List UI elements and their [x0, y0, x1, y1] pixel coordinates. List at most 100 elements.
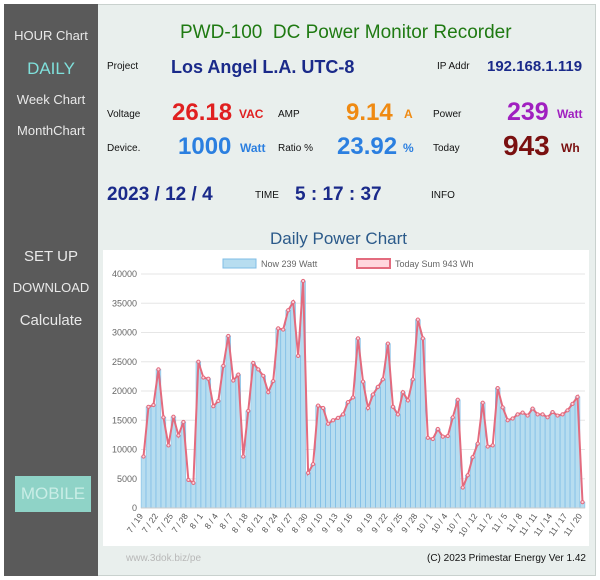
x-tick-label: 7 / 28: [170, 511, 191, 534]
legend-label-line: Today Sum 943 Wh: [395, 259, 474, 269]
series-point: [510, 416, 515, 421]
series-point: [385, 341, 391, 346]
nav-week-chart[interactable]: Week Chart: [16, 92, 86, 107]
bar: [220, 365, 226, 509]
time-label: TIME: [255, 190, 279, 201]
series-point: [360, 379, 366, 384]
bar: [205, 378, 212, 509]
ip-value: 192.168.1.119: [487, 58, 583, 75]
bar: [280, 329, 286, 509]
bar: [185, 479, 192, 509]
nav-daily[interactable]: DAILY: [27, 59, 75, 78]
power-value: 239: [507, 98, 549, 126]
y-tick-label: 10000: [112, 445, 137, 455]
mobile-button[interactable]: MOBILE: [15, 476, 91, 512]
ip-label: IP Addr: [437, 61, 470, 72]
y-tick-label: 35000: [112, 298, 137, 308]
bar: [505, 419, 511, 509]
series-point: [186, 477, 191, 483]
bar: [425, 437, 431, 509]
nav-hour-chart[interactable]: HOUR Chart: [14, 28, 88, 43]
series-point: [176, 433, 181, 438]
bar: [370, 394, 376, 509]
bar: [509, 418, 516, 509]
nav-download[interactable]: DOWNLOAD: [12, 280, 90, 295]
series-point: [191, 480, 196, 485]
x-tick-label: 9 / 16: [334, 511, 355, 534]
bar: [564, 410, 571, 509]
bar: [310, 463, 316, 509]
footer-copyright: (C) 2023 Primestar Energy Ver 1.42: [427, 553, 586, 564]
series-point: [520, 410, 525, 415]
bar: [405, 400, 411, 509]
bar: [524, 415, 531, 509]
bar: [240, 456, 246, 509]
nav-setup[interactable]: SET UP: [24, 248, 78, 265]
series-point: [420, 336, 425, 341]
today-unit: Wh: [561, 141, 580, 155]
series-point: [470, 455, 475, 460]
bar: [554, 415, 561, 509]
series-point: [430, 436, 435, 442]
series-point: [445, 433, 450, 439]
y-tick-label: 25000: [112, 357, 137, 367]
legend-label-bars: Now 239 Watt: [261, 259, 318, 269]
bar: [285, 309, 291, 509]
bar: [210, 405, 217, 509]
series-point: [390, 404, 396, 409]
y-tick-label: 40000: [112, 269, 137, 279]
bar: [559, 414, 566, 509]
bar: [360, 381, 366, 509]
bar: [460, 487, 466, 509]
bar: [365, 407, 371, 509]
today-value: 943: [503, 130, 550, 161]
bar: [290, 301, 296, 509]
ratio-label: Ratio %: [278, 143, 314, 154]
bar: [265, 391, 271, 509]
series-point: [495, 385, 500, 391]
series-point: [350, 395, 356, 400]
bar: [475, 443, 481, 509]
series-point: [415, 317, 420, 322]
amp-label: AMP: [278, 109, 300, 120]
series-point: [146, 404, 151, 409]
footer-site[interactable]: www.3dok.biz/pe: [126, 553, 202, 564]
series-point: [201, 375, 206, 380]
series-point: [261, 373, 266, 378]
bar: [140, 456, 147, 509]
series-point: [266, 390, 271, 395]
bar: [549, 411, 556, 509]
y-tick-label: 0: [132, 503, 137, 513]
page-title: PWD-100 DC Power Monitor Recorder: [180, 22, 512, 43]
series-point: [291, 299, 296, 305]
series-point: [395, 412, 401, 417]
series-point: [400, 390, 406, 395]
series-point: [271, 378, 276, 384]
series-point: [535, 412, 540, 417]
series-point: [241, 454, 246, 459]
nav-month-chart[interactable]: MonthChart: [17, 123, 85, 138]
series-point: [425, 435, 430, 440]
today-label: Today: [433, 143, 460, 154]
series-point: [306, 470, 311, 475]
bar: [430, 438, 436, 509]
series-point: [211, 404, 216, 409]
bar: [390, 406, 396, 509]
series-point: [276, 326, 281, 331]
series-point: [355, 336, 361, 341]
bar: [534, 414, 541, 509]
bar: [450, 417, 456, 509]
legend-swatch-line: [356, 258, 391, 269]
nav-calculate[interactable]: Calculate: [19, 312, 83, 329]
series-point: [335, 415, 341, 421]
series-point: [311, 462, 316, 467]
series-point: [196, 359, 201, 364]
project-label: Project: [107, 61, 139, 72]
series-point: [231, 378, 236, 383]
info-label: INFO: [431, 190, 455, 201]
device-label: Device.: [107, 143, 141, 154]
series-point: [216, 398, 221, 404]
series-point: [540, 412, 545, 417]
project-value: Los Angel L.A. UTC-8: [171, 57, 355, 77]
bar: [255, 369, 261, 509]
